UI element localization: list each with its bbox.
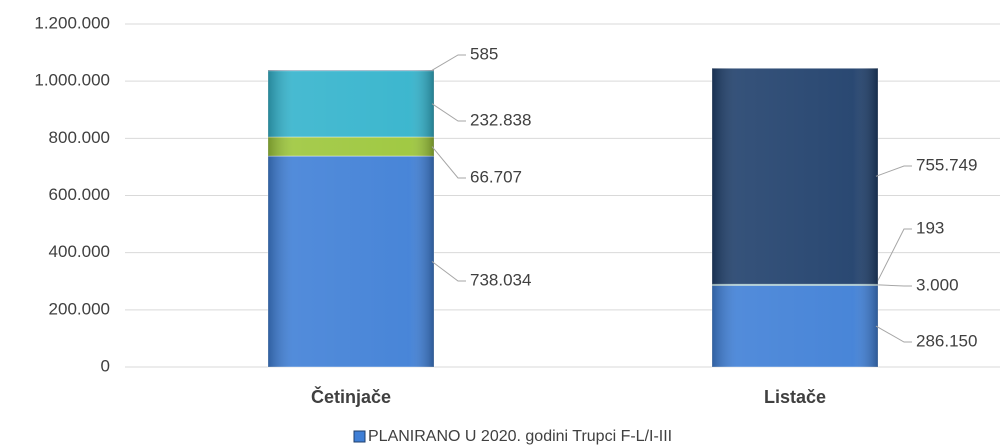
leader-line: [875, 284, 912, 287]
data-label: 286.150: [916, 331, 977, 350]
y-tick-label: 400.000: [49, 242, 110, 261]
y-tick-label: 800.000: [49, 128, 110, 147]
data-label: 3.000: [916, 275, 959, 294]
y-tick-label: 1.000.000: [34, 71, 110, 90]
x-tick-label: Četinjače: [311, 386, 391, 407]
data-label: 755.749: [916, 155, 977, 174]
data-label: 585: [470, 44, 498, 63]
leader-line: [875, 325, 912, 343]
legend-marker: [353, 430, 366, 443]
leader-line: [431, 146, 466, 179]
data-label: 66.707: [470, 167, 522, 186]
bar-shine: [268, 70, 434, 137]
leader-line: [431, 54, 466, 71]
leader-line: [875, 165, 912, 177]
bar-shine: [712, 284, 878, 285]
y-tick-label: 0: [101, 356, 110, 375]
leader-line: [431, 261, 466, 282]
data-label: 193: [916, 218, 944, 237]
data-label: 232.838: [470, 110, 531, 129]
bar-shine: [712, 68, 878, 285]
bar-shine: [268, 70, 434, 71]
x-tick-label: Listače: [764, 387, 826, 407]
data-label: 738.034: [470, 270, 531, 289]
bar-shine: [268, 156, 434, 367]
bar-shine: [712, 285, 878, 367]
leader-line: [875, 228, 912, 285]
bar-shine: [268, 136, 434, 157]
y-tick-label: 200.000: [49, 299, 110, 318]
y-tick-label: 1.200.000: [34, 13, 110, 32]
leader-line: [431, 103, 466, 122]
y-tick-label: 600.000: [49, 185, 110, 204]
legend-label: PLANIRANO U 2020. godini Trupci F-L/I-II…: [368, 428, 672, 445]
